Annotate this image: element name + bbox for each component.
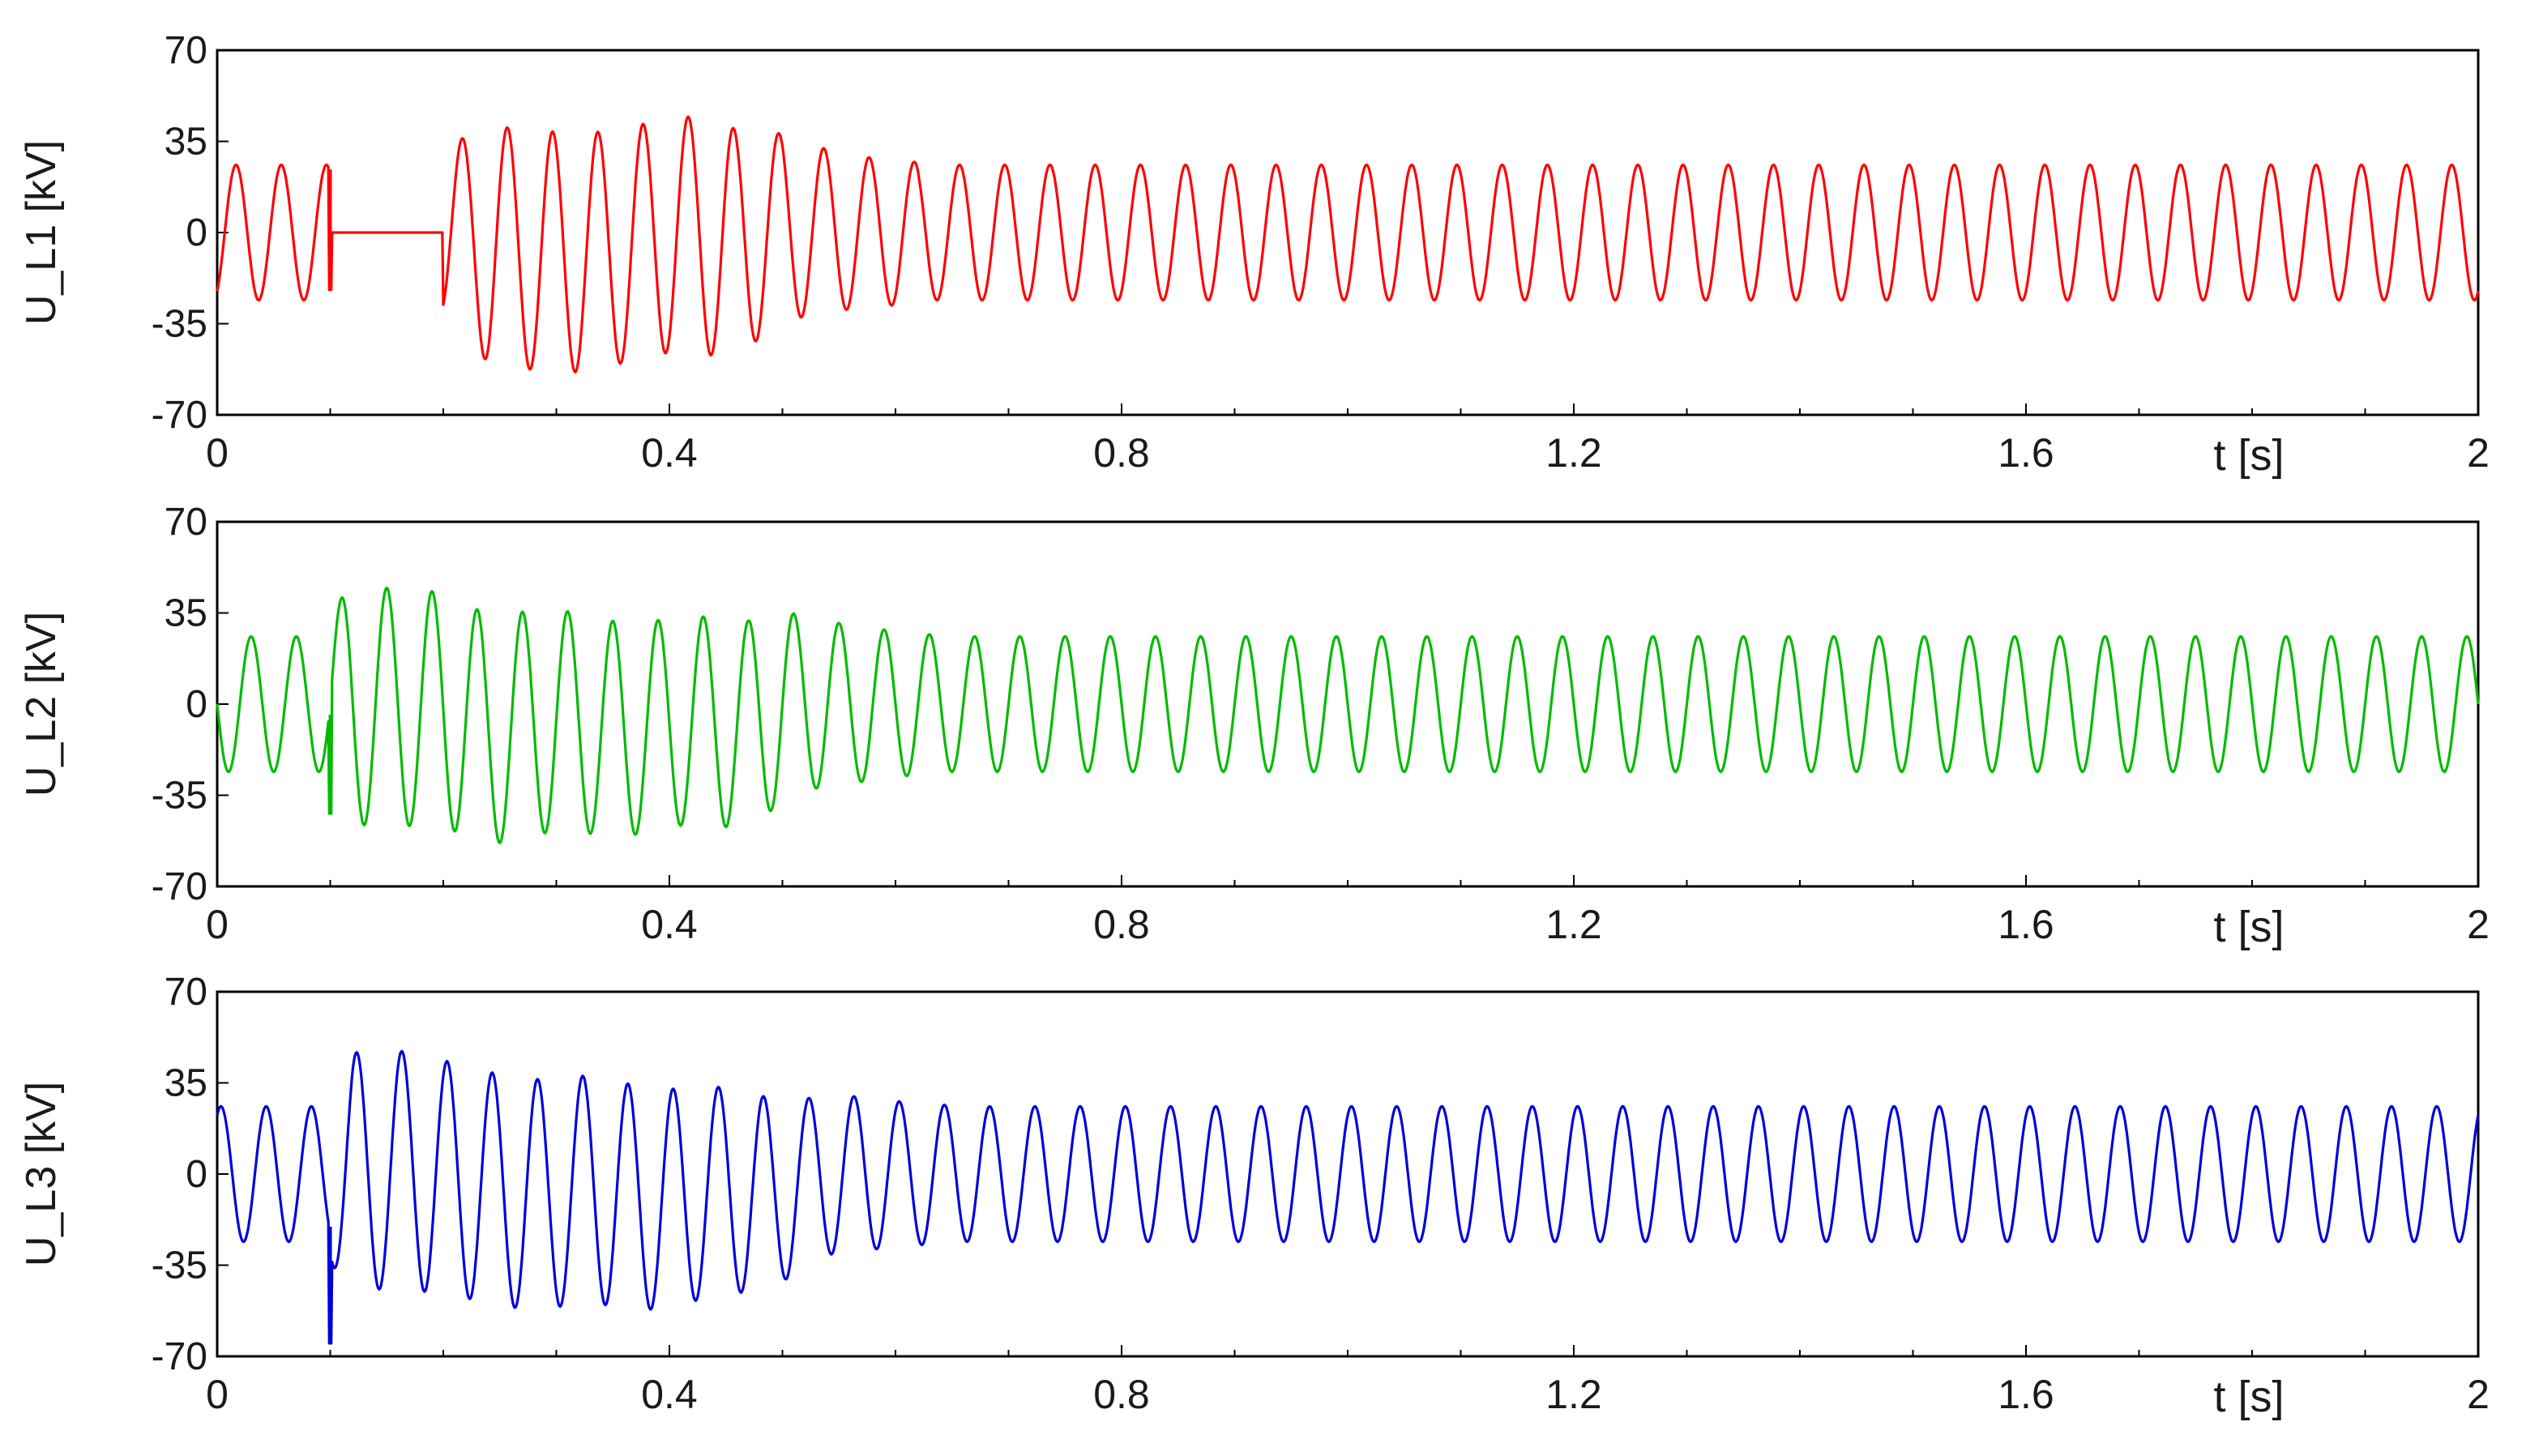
x-tick-label-u-l3-4: 1.6: [1998, 1372, 2054, 1417]
x-tick-label-u-l1-4: 1.6: [1998, 430, 2054, 476]
x-tick-label-u-l3-3: 1.2: [1545, 1372, 1602, 1417]
y-tick-label-u-l2-4: -70: [152, 865, 207, 908]
x-tick-label-u-l2-2: 0.8: [1093, 902, 1150, 947]
x-tick-label-u-l3-0: 0: [206, 1372, 229, 1417]
y-tick-label-u-l3-2: 0: [186, 1153, 207, 1196]
x-tick-label-u-l3-1: 0.4: [641, 1372, 698, 1417]
x-axis-label-u-l2: t [s]: [2213, 903, 2284, 951]
x-axis-label-u-l1: t [s]: [2213, 431, 2284, 480]
plot-area-u-l3: [216, 990, 2480, 1358]
y-tick-label-u-l3-0: 70: [165, 971, 207, 1014]
x-tick-label-u-l1-1: 0.4: [641, 430, 698, 476]
y-tick-label-u-l1-1: 35: [165, 121, 207, 164]
y-tick-label-u-l3-1: 35: [165, 1062, 207, 1105]
y-axis-label-u-l1: U_L1 [kV]: [18, 140, 65, 325]
y-tick-label-u-l3-3: -35: [152, 1245, 207, 1287]
series-line-u-l2: [216, 586, 2480, 845]
y-tick-label-u-l2-2: 0: [186, 683, 207, 726]
x-tick-label-u-l2-5: 2: [2467, 902, 2490, 947]
x-tick-label-u-l2-0: 0: [206, 902, 229, 947]
x-tick-label-u-l3-5: 2: [2467, 1372, 2490, 1417]
y-tick-label-u-l1-3: -35: [152, 303, 207, 346]
x-tick-label-u-l2-3: 1.2: [1545, 902, 1602, 947]
x-tick-label-u-l1-3: 1.2: [1545, 430, 1602, 476]
y-tick-label-u-l1-0: 70: [165, 29, 207, 72]
y-tick-label-u-l1-2: 0: [186, 211, 207, 254]
y-axis-label-u-l2: U_L2 [kV]: [18, 612, 65, 796]
x-tick-label-u-l3-2: 0.8: [1093, 1372, 1150, 1417]
x-axis-label-u-l3: t [s]: [2213, 1373, 2284, 1421]
series-line-u-l1: [216, 115, 2480, 374]
plot-area-u-l1: [216, 49, 2480, 416]
y-tick-label-u-l1-4: -70: [152, 394, 207, 437]
x-tick-label-u-l1-0: 0: [206, 430, 229, 476]
x-tick-label-u-l1-2: 0.8: [1093, 430, 1150, 476]
series-line-u-l3: [216, 1049, 2480, 1345]
x-tick-label-u-l2-4: 1.6: [1998, 902, 2054, 947]
y-tick-label-u-l3-4: -70: [152, 1335, 207, 1378]
y-tick-label-u-l2-0: 70: [165, 501, 207, 544]
x-tick-label-u-l1-5: 2: [2467, 430, 2490, 476]
y-tick-label-u-l2-1: 35: [165, 592, 207, 635]
x-tick-label-u-l2-1: 0.4: [641, 902, 698, 947]
y-axis-label-u-l3: U_L3 [kV]: [18, 1082, 65, 1266]
y-tick-label-u-l2-3: -35: [152, 775, 207, 818]
